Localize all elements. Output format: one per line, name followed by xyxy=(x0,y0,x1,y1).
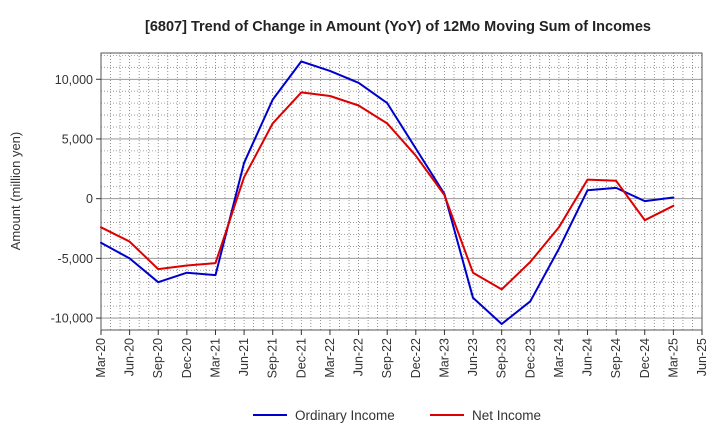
x-tick-label: Sep-21 xyxy=(266,338,280,378)
x-tick-label: Dec-20 xyxy=(180,338,194,378)
y-axis-label: Amount (million yen) xyxy=(8,132,23,251)
y-axis-ticks: 10,000 5,000 0 -5,000 -10,000 xyxy=(51,73,101,326)
y-tick-label: 10,000 xyxy=(55,73,93,87)
y-tick-label: 5,000 xyxy=(62,132,93,146)
y-tick-label: 0 xyxy=(86,192,93,206)
x-tick-label: Jun-25 xyxy=(695,338,709,376)
series-line-net-income xyxy=(100,91,675,291)
x-axis-ticks: Mar-20 Jun-20 Sep-20 Dec-20 Mar-21 Jun-21 Sep-… xyxy=(94,330,709,378)
x-tick-label: Sep-20 xyxy=(151,338,165,378)
x-tick-label: Jun-20 xyxy=(123,338,137,376)
x-tick-label: Mar-21 xyxy=(208,338,222,378)
x-tick-label: Jun-22 xyxy=(352,338,366,376)
x-tick-label: Jun-24 xyxy=(581,338,595,376)
x-tick-label: Jun-23 xyxy=(466,338,480,376)
x-tick-label: Dec-21 xyxy=(294,338,308,378)
x-tick-label: Sep-22 xyxy=(380,338,394,378)
x-tick-label: Mar-23 xyxy=(437,338,451,378)
y-tick-label: -10,000 xyxy=(51,312,93,326)
y-tick-label: -5,000 xyxy=(58,252,93,266)
x-tick-label: Sep-23 xyxy=(495,338,509,378)
x-tick-label: Dec-24 xyxy=(638,338,652,378)
grid-lines xyxy=(101,53,702,331)
series-lines xyxy=(100,60,675,325)
plot-area xyxy=(100,52,703,331)
x-tick-label: Dec-22 xyxy=(409,338,423,378)
legend-label: Ordinary Income xyxy=(295,408,395,423)
legend: Ordinary Income Net Income xyxy=(253,408,541,423)
x-tick-label: Sep-24 xyxy=(609,338,623,378)
x-tick-label: Mar-25 xyxy=(666,338,680,378)
x-tick-label: Mar-24 xyxy=(552,338,566,378)
chart-title: [6807] Trend of Change in Amount (YoY) o… xyxy=(145,19,651,35)
x-tick-label: Jun-21 xyxy=(237,338,251,376)
x-tick-label: Mar-22 xyxy=(323,338,337,378)
legend-label: Net Income xyxy=(472,408,541,423)
x-tick-label: Dec-23 xyxy=(523,338,537,378)
series-line-ordinary-income xyxy=(100,60,675,325)
x-tick-label: Mar-20 xyxy=(94,338,108,378)
